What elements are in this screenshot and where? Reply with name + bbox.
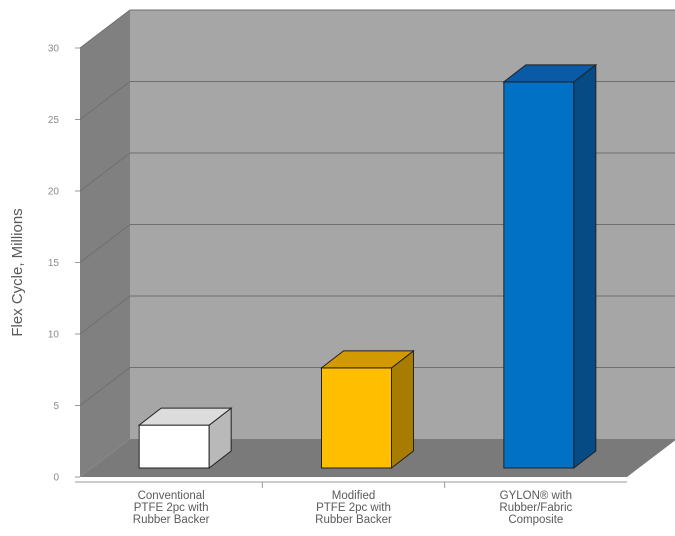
y-tick-label: 15 [48,258,60,269]
y-tick-label: 20 [48,187,60,198]
gridline-side [79,9,131,49]
category-label: Rubber Backer [315,514,392,526]
category-label: PTFE 2pc with [316,502,391,514]
bar-top [502,64,598,83]
bar-front [321,367,392,469]
category-label: PTFE 2pc with [134,502,209,514]
y-tick-label: 25 [48,115,60,126]
category-label: Rubber/Fabric [499,502,572,514]
gridline-side [79,81,131,120]
gridline-side [79,224,131,263]
bar-front [503,81,575,469]
bar-side [573,63,597,470]
bar-front [138,424,210,469]
category-label: Rubber Backer [133,514,210,526]
bar-top [137,407,233,426]
category-label: GYLON® with [500,490,572,502]
y-axis-label: Flex Cycle, Millions [9,208,26,336]
category-label: Conventional [138,490,205,502]
category-label: Modified [332,490,375,502]
y-tick-label: 30 [48,44,60,55]
y-tick-label: 10 [48,330,60,341]
y-tick-label: 0 [53,473,59,484]
bar-top [320,350,415,369]
gridline-side [79,367,131,406]
gridline-side [79,152,131,192]
category-label: Composite [508,514,563,526]
y-tick-label: 5 [53,401,59,412]
gridline-side [79,295,131,335]
bar-side [391,349,414,470]
